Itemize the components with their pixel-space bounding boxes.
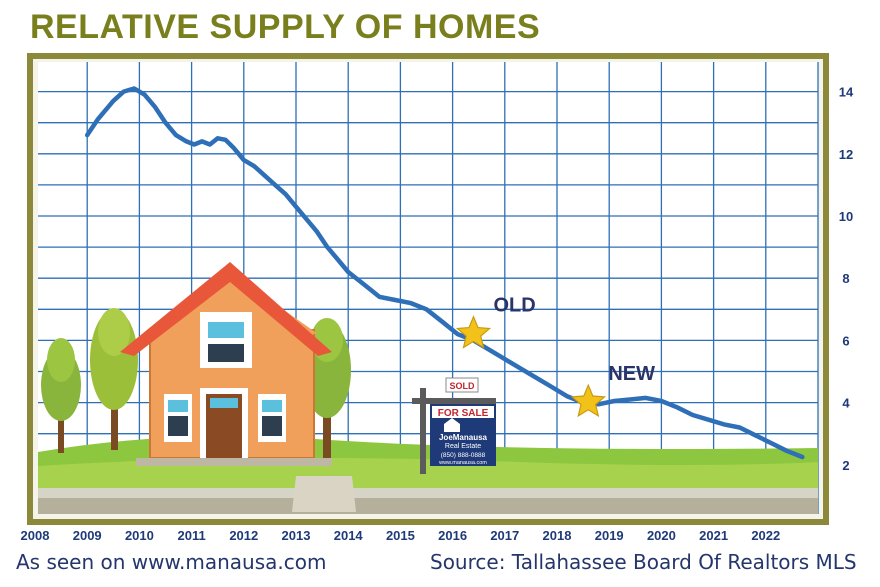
sign-top-label: SOLD: [449, 381, 475, 391]
annotation-layer: OLD NEW: [455, 295, 655, 418]
x-tick-label: 2012: [229, 528, 258, 543]
y-tick-label: 4: [842, 396, 850, 411]
x-tick-label: 2019: [595, 528, 624, 543]
page-title: RELATIVE SUPPLY OF HOMES: [30, 8, 541, 46]
y-tick-label: 12: [839, 147, 853, 162]
y-tick-label: 6: [842, 333, 849, 348]
y-tick-label: 8: [842, 271, 849, 286]
sign-url: www.manausa.com: [438, 460, 487, 466]
sign-brand-line1: JoeManausa: [439, 433, 488, 442]
x-tick-label: 2014: [334, 528, 364, 543]
x-tick-label: 2018: [543, 528, 572, 543]
annotation-star-icon: [570, 383, 606, 418]
y-tick-label: 10: [839, 209, 853, 224]
x-tick-label: 2017: [490, 528, 519, 543]
annotation-label: NEW: [608, 363, 655, 385]
y-tick-label: 2: [842, 458, 849, 473]
x-tick-label: 2013: [282, 528, 311, 543]
sign-phone: (850) 888-0888: [441, 452, 486, 459]
sign-main-label: FOR SALE: [438, 408, 489, 419]
annotation-star-icon: [455, 315, 492, 349]
series-layer: [84, 86, 805, 460]
x-tick-label: 2021: [699, 528, 728, 543]
y-tick-label: 14: [839, 85, 854, 100]
footer-website-credit: As seen on www.manausa.com: [16, 550, 327, 574]
for-sale-sign: SOLD FOR SALE JoeManausa Real Estate (85…: [412, 377, 496, 474]
x-tick-label: 2022: [751, 528, 780, 543]
footer-source-credit: Source: Tallahassee Board Of Realtors ML…: [430, 550, 857, 574]
x-tick-label: 2020: [647, 528, 676, 543]
tree-left-1-icon: [41, 338, 81, 453]
x-tick-label: 2009: [73, 528, 102, 543]
x-tick-label: 2015: [386, 528, 415, 543]
x-tick-label: 2008: [21, 528, 50, 543]
sign-brand-line2: Real Estate: [445, 443, 481, 450]
x-tick-label: 2016: [438, 528, 467, 543]
x-tick-label: 2010: [125, 528, 154, 543]
tick-labels: 2008 2009 2010 2011 2012 2013 2014 2015 2016 2017…: [21, 85, 854, 543]
tree-left-2-icon: [90, 308, 138, 450]
annotation-label: OLD: [493, 295, 535, 317]
series-line-0: [84, 86, 805, 460]
x-tick-label: 2011: [177, 528, 205, 543]
house-icon: [120, 262, 332, 466]
